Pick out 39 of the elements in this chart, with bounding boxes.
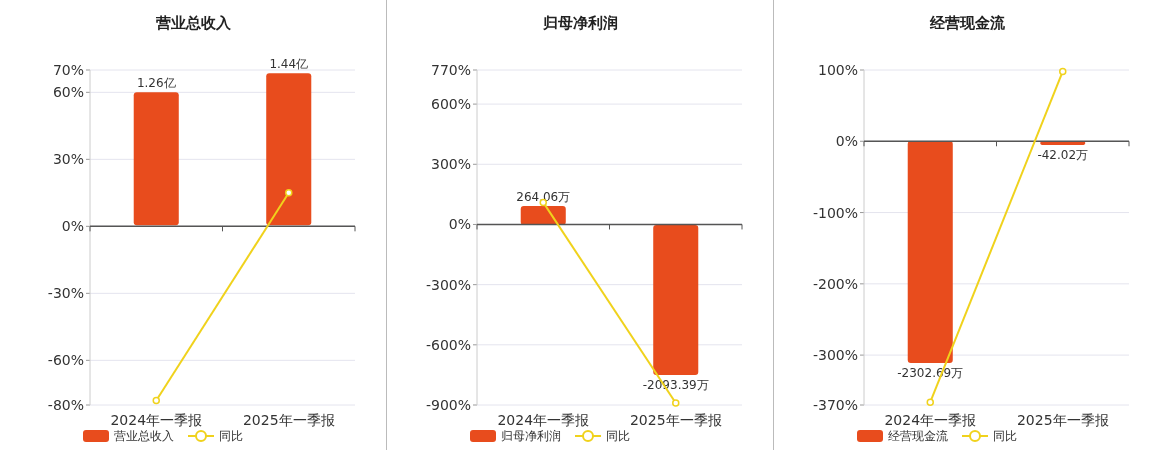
y-tick-label: 30% — [52, 151, 84, 168]
legend-label: 营业总收入 — [114, 429, 174, 443]
y-tick-label: 600% — [430, 96, 471, 113]
legend-label: 同比 — [993, 429, 1017, 443]
y-tick-label: -60% — [47, 352, 84, 369]
y-tick-label: 0% — [835, 133, 858, 150]
y-tick-label: 770% — [430, 62, 471, 78]
legend-label: 经营现金流 — [888, 429, 948, 443]
y-tick-label: 0% — [61, 218, 84, 235]
legend-label: 同比 — [219, 429, 243, 443]
x-tick-label: 2025年一季报 — [629, 412, 722, 428]
x-tick-label: 2024年一季报 — [884, 412, 977, 428]
y-tick-label: -900% — [425, 397, 471, 413]
x-tick-label: 2024年一季报 — [110, 412, 203, 428]
data-label: 1.44亿 — [269, 57, 309, 72]
x-tick-label: 2024年一季报 — [497, 412, 590, 428]
x-tick-label: 2025年一季报 — [242, 412, 335, 428]
chart-title: 经营现金流 — [928, 14, 1006, 32]
y-tick-label: -300% — [425, 276, 471, 293]
legend-label: 同比 — [606, 429, 630, 443]
y-tick-label: -370% — [812, 397, 858, 413]
y-tick-label: -200% — [812, 275, 858, 292]
y-tick-label: 60% — [52, 84, 84, 101]
chart-title: 归母净利润 — [541, 14, 618, 32]
y-tick-label: -600% — [425, 336, 471, 353]
data-label: -42.02万 — [1037, 148, 1089, 163]
y-tick-label: 0% — [448, 216, 471, 233]
y-tick-label: -80% — [47, 397, 84, 413]
y-tick-label: 100% — [817, 62, 858, 78]
y-tick-label: -100% — [812, 204, 858, 221]
y-tick-label: -300% — [812, 347, 858, 364]
y-tick-label: 300% — [430, 156, 471, 173]
x-tick-label: 2025年一季报 — [1016, 412, 1109, 428]
data-label: 1.26亿 — [136, 76, 176, 91]
legend-label: 归母净利润 — [501, 429, 561, 443]
data-label: 264.06万 — [516, 190, 571, 205]
chart-title: 营业总收入 — [154, 14, 232, 32]
y-tick-label: -30% — [47, 285, 84, 302]
y-tick-label: 70% — [52, 62, 84, 78]
